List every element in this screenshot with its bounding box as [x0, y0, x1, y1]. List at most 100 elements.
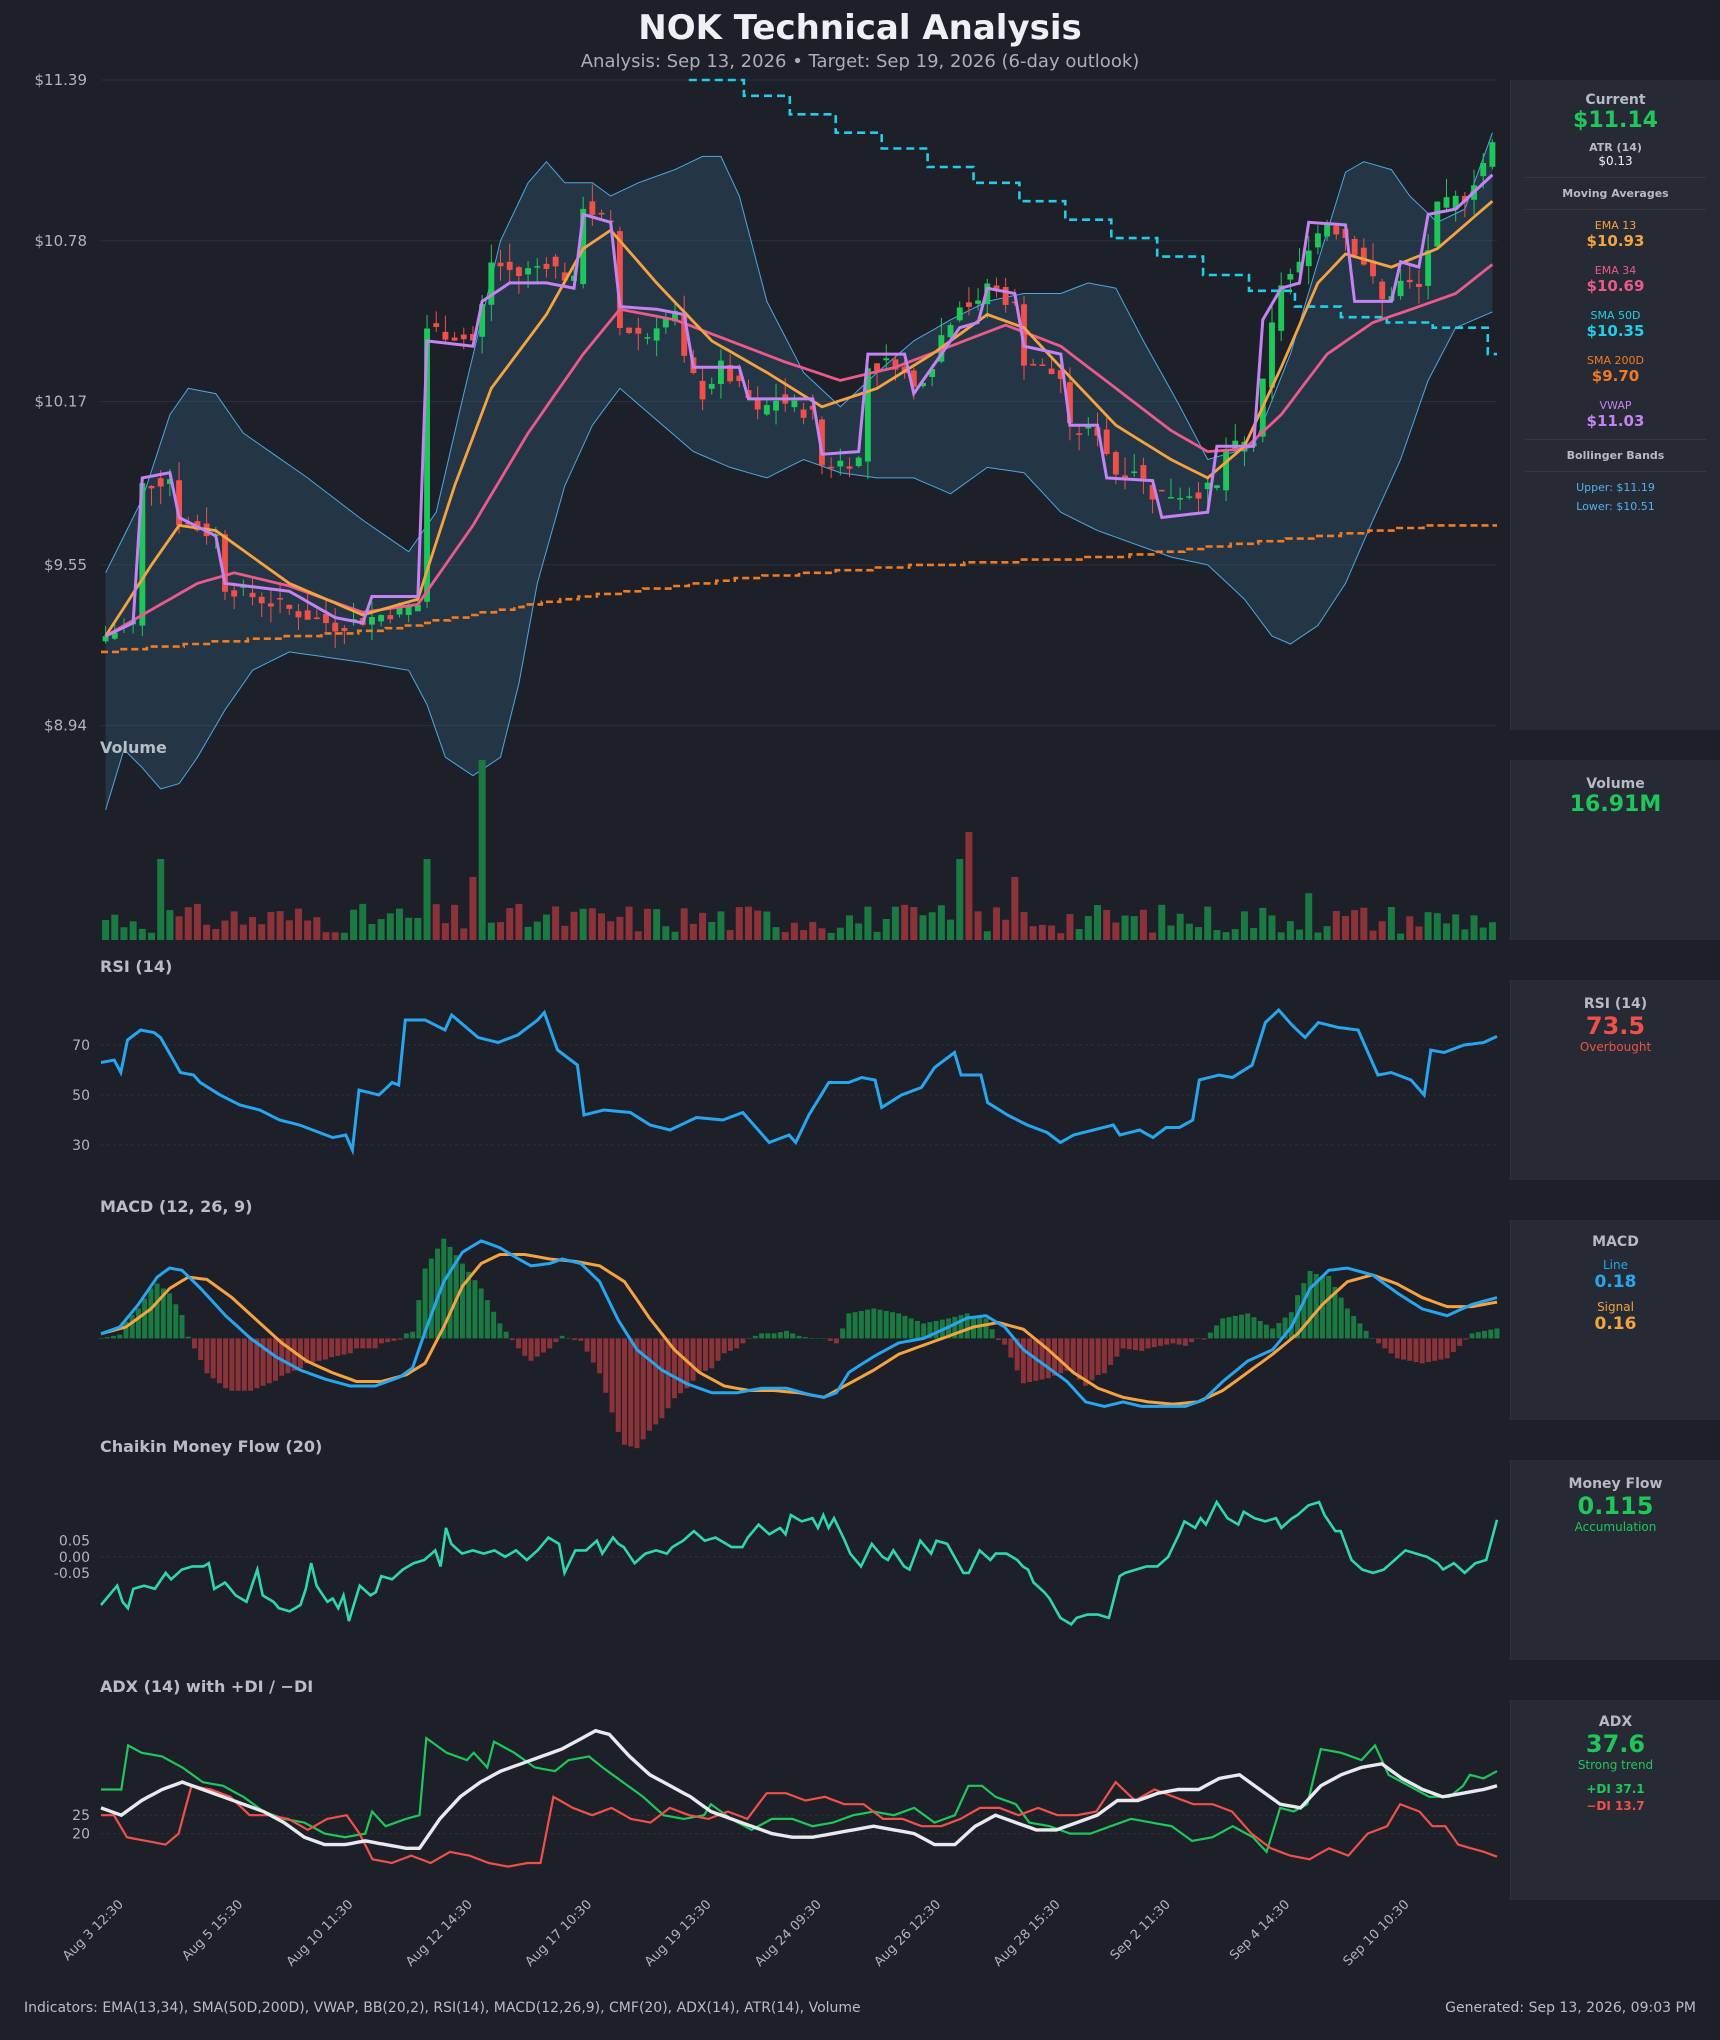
candle-body [681, 313, 688, 356]
macd-histogram-bar [821, 1338, 827, 1339]
macd-histogram-bar [765, 1333, 771, 1339]
candle-body [1213, 485, 1220, 489]
cmf-y-tick-label: 0.05 [59, 1534, 90, 1550]
macd-histogram-bar [808, 1338, 814, 1339]
macd-histogram-bar [977, 1317, 983, 1339]
candle-body [736, 375, 743, 382]
macd-histogram-bar [802, 1337, 808, 1339]
volume-bar [891, 906, 899, 940]
macd-histogram-bar [391, 1338, 397, 1341]
macd-histogram-bar [640, 1338, 646, 1440]
macd-histogram-bar [310, 1338, 316, 1363]
candle-body [1360, 247, 1367, 265]
candle-body [589, 201, 596, 215]
volume-bar [249, 917, 257, 940]
candle-body [635, 327, 642, 334]
volume-bar [1296, 929, 1304, 940]
macd-histogram-bar [902, 1315, 908, 1339]
volume-bar [772, 927, 780, 940]
volume-bar [1112, 922, 1120, 940]
macd-histogram-bar [1270, 1328, 1276, 1339]
macd-histogram-bar [378, 1338, 384, 1344]
candle-body [515, 267, 522, 276]
candle-body [653, 328, 660, 341]
volume-bar [818, 928, 826, 940]
volume-bar [148, 932, 156, 940]
rsi-line [100, 1007, 1498, 1156]
candle-body [662, 317, 669, 328]
macd-histogram-bar [185, 1336, 191, 1339]
macd-histogram-bar [466, 1271, 472, 1339]
macd-histogram-bar [833, 1338, 839, 1344]
candle-body [313, 617, 320, 620]
candle-body [552, 256, 559, 267]
candle-body [1195, 492, 1202, 499]
volume-bar [708, 921, 716, 940]
macd-histogram-bar [1463, 1338, 1469, 1340]
atr-label: ATR (14) [1589, 141, 1642, 154]
volume-bar [239, 924, 247, 940]
macd-histogram-bar [1482, 1330, 1488, 1339]
candle-body [222, 534, 228, 592]
macd-histogram-bar [609, 1338, 615, 1413]
candle-body [1269, 322, 1275, 388]
volume-bar [662, 926, 670, 940]
rsi-y-tick-label: 30 [72, 1138, 90, 1154]
volume-bar [203, 924, 211, 940]
macd-histogram-bar [1157, 1338, 1163, 1346]
volume-bar [111, 914, 119, 940]
volume-bar [460, 928, 468, 940]
candle-body [644, 337, 651, 339]
macd-histogram-bar [1101, 1338, 1107, 1374]
macd-histogram-bar [709, 1338, 715, 1369]
volume-bar [790, 922, 798, 940]
volume-bar [1002, 919, 1010, 940]
candle-body [1021, 304, 1027, 366]
macd-histogram-bar [1232, 1315, 1238, 1339]
candle-body [1287, 274, 1294, 280]
candle-body [1112, 452, 1119, 475]
macd-histogram-bar [1332, 1286, 1338, 1339]
volume-bar [1250, 927, 1258, 940]
volume-bar [910, 907, 918, 940]
candle-body [1296, 261, 1303, 273]
candle-body [525, 268, 532, 275]
volume-bar [901, 904, 909, 940]
macd-histogram-bar [491, 1311, 497, 1339]
volume-bar [965, 832, 973, 940]
candle-body [1452, 195, 1459, 210]
volume-bar [552, 906, 560, 940]
macd-histogram-bar [447, 1246, 453, 1339]
candle-body [717, 360, 724, 385]
volume-bar [1378, 921, 1386, 940]
candle-body [534, 266, 541, 268]
macd-histogram-bar [734, 1338, 740, 1349]
macd-histogram-bar [459, 1263, 465, 1339]
macd-histogram-bar [1207, 1332, 1213, 1339]
macd-histogram-bar [1133, 1338, 1139, 1351]
macd-histogram-bar [1002, 1338, 1008, 1345]
macd-histogram-bar [653, 1338, 659, 1425]
macd-histogram-bar [1120, 1338, 1126, 1349]
bb-upper: Upper: $11.19 [1576, 481, 1655, 494]
macd-histogram-bar [135, 1308, 141, 1339]
rsi-card: RSI (14) 73.5 Overbought [1510, 980, 1720, 1180]
macd-histogram-bar [1189, 1338, 1195, 1343]
footer-generated: Generated: Sep 13, 2026, 09:03 PM [1445, 2000, 1696, 2016]
macd-histogram-bar [827, 1338, 833, 1341]
macd-histogram-bar [1126, 1338, 1132, 1350]
candle-body [1158, 489, 1165, 492]
volume-bar [524, 926, 532, 940]
macd-histogram-bar [1058, 1338, 1064, 1374]
volume-bar [1029, 926, 1037, 940]
macd-histogram-bar [1045, 1338, 1051, 1379]
macd-histogram-bar [503, 1331, 509, 1339]
rsi-value: 73.5 [1585, 1012, 1646, 1040]
candle-body [258, 596, 265, 604]
macd-histogram-bar [1076, 1338, 1082, 1380]
x-tick-label: Aug 12 14:30 [403, 1897, 476, 1970]
volume-bar [1397, 933, 1405, 940]
macd-histogram-bar [478, 1288, 484, 1339]
macd-histogram-bar [784, 1330, 790, 1339]
bollinger-band-fill [105, 132, 1493, 810]
